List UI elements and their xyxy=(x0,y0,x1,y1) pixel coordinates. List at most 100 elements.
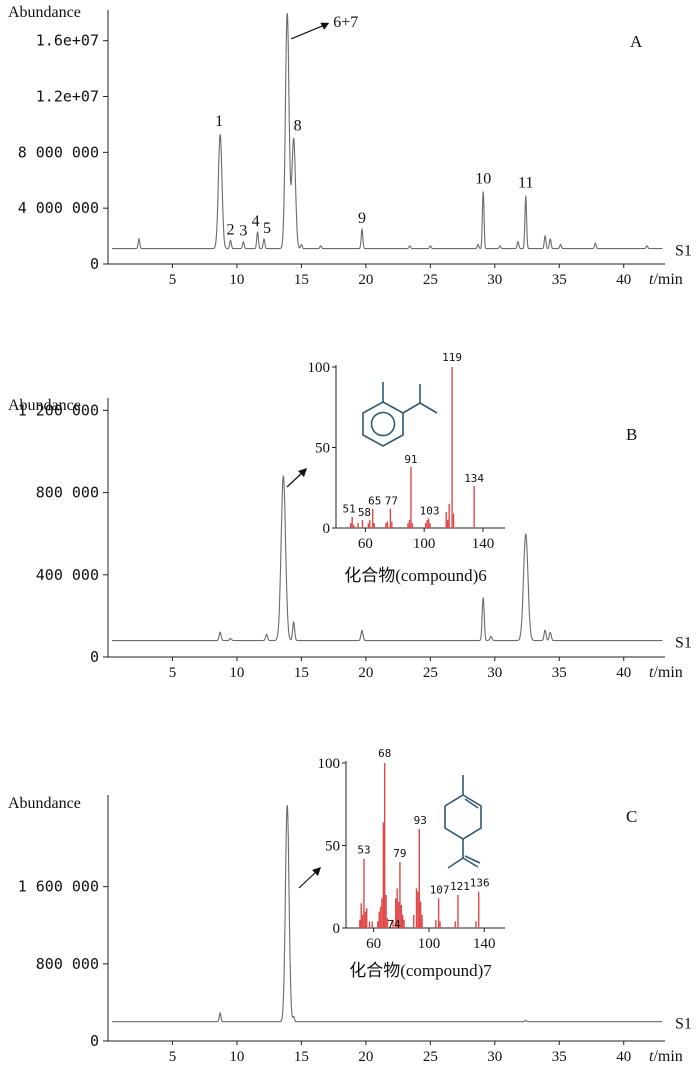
panel-label: B xyxy=(626,425,637,444)
ms-y-tick-label: 100 xyxy=(318,756,341,772)
ms-peak-label: 134 xyxy=(464,472,484,485)
x-tick-label: 20 xyxy=(358,665,373,681)
series-label: S1 xyxy=(675,635,692,652)
y-axis-label: Abundance xyxy=(8,4,81,21)
x-axis-label: t/min xyxy=(649,271,683,288)
ms-peak-label: 119 xyxy=(442,351,462,364)
peak-label: 1 xyxy=(215,113,223,130)
ms-x-tick-label: 140 xyxy=(473,936,496,952)
chromatogram-trace xyxy=(111,805,663,1023)
x-tick-label: 20 xyxy=(358,1049,373,1065)
x-tick-label: 25 xyxy=(423,1049,438,1065)
ms-y-tick-label: 50 xyxy=(325,839,340,855)
y-tick-label: 0 xyxy=(90,648,99,666)
y-tick-label: 8 000 000 xyxy=(18,143,99,161)
inset-arrowhead xyxy=(298,468,307,477)
x-tick-label: 35 xyxy=(552,1049,567,1065)
x-tick-label: 25 xyxy=(423,665,438,681)
ms-peak-label: 65 xyxy=(368,495,381,508)
x-tick-label: 20 xyxy=(358,272,373,288)
peak-label: 9 xyxy=(358,210,366,227)
ms-x-tick-label: 100 xyxy=(418,936,441,952)
x-axis-label: t/min xyxy=(649,664,683,681)
series-label: S1 xyxy=(675,1016,692,1033)
ms-peak-label: 136 xyxy=(470,877,490,890)
annotation-label: 6+7 xyxy=(333,14,358,31)
ms-peak-label: 91 xyxy=(404,453,417,466)
x-tick-label: 5 xyxy=(169,665,177,681)
ms-y-tick-label: 100 xyxy=(308,360,331,376)
ms-peak-label: 51 xyxy=(343,503,356,516)
x-tick-label: 5 xyxy=(169,272,177,288)
ms-title: 化合物(compound)7 xyxy=(349,961,492,980)
y-axis-label: Abundance xyxy=(8,795,81,812)
mass-spectrum-compound-7: 0 50 100 60 100 140 53 68 74 79 93 107 121 136 化合物(com… xyxy=(318,747,505,980)
peak-label: 4 xyxy=(252,213,260,230)
ms-peak-label: 74 xyxy=(387,918,401,931)
x-tick-label: 5 xyxy=(169,1049,177,1065)
ms-peak-label: 93 xyxy=(414,814,427,827)
x-tick-label: 15 xyxy=(294,272,309,288)
ms-peak-label: 79 xyxy=(393,847,406,860)
ms-y-tick-label: 0 xyxy=(333,921,341,937)
x-tick-label: 15 xyxy=(294,665,309,681)
x-tick-label: 30 xyxy=(487,272,502,288)
y-tick-label: 800 000 xyxy=(36,484,99,502)
x-tick-label: 35 xyxy=(552,272,567,288)
ms-x-tick-label: 60 xyxy=(366,936,381,952)
y-tick-label: 800 000 xyxy=(36,955,99,973)
inset-arrow xyxy=(298,870,318,889)
structure-compound-6-icon xyxy=(362,382,438,447)
y-axis-label: Abundance xyxy=(8,397,81,414)
x-tick-label: 25 xyxy=(423,272,438,288)
x-tick-label: 30 xyxy=(487,1049,502,1065)
ms-peak-label: 58 xyxy=(358,506,371,519)
y-tick-label: 1 600 000 xyxy=(18,878,99,896)
series-label: S1 xyxy=(675,243,692,260)
y-tick-label: 1.6e+07 xyxy=(36,32,99,50)
panel-label: C xyxy=(626,807,637,826)
y-tick-label: 1.2e+07 xyxy=(36,88,99,106)
x-tick-label: 40 xyxy=(616,1049,631,1065)
inset-arrowhead xyxy=(312,867,321,876)
peak-label: 2 xyxy=(226,221,234,238)
peak-label: 8 xyxy=(294,117,302,134)
annotation-arrow xyxy=(290,24,326,40)
y-tick-label: 0 xyxy=(90,1032,99,1050)
x-tick-label: 40 xyxy=(616,272,631,288)
ms-x-tick-label: 100 xyxy=(413,536,436,552)
chromatogram-panel-c: 0 800 000 1 600 000 5 10 15 20 25 30 35 40 Abundanc… xyxy=(8,795,692,1065)
ms-x-tick-label: 60 xyxy=(358,536,373,552)
ms-title: 化合物(compound)6 xyxy=(344,566,487,585)
ms-peak-label: 107 xyxy=(430,883,450,896)
structure-compound-7-icon xyxy=(444,775,482,869)
y-tick-label: 400 000 xyxy=(36,566,99,584)
x-axis-label: t/min xyxy=(649,1048,683,1065)
y-tick-label: 4 000 000 xyxy=(18,199,99,217)
ms-y-tick-label: 0 xyxy=(323,521,331,537)
x-tick-label: 10 xyxy=(229,665,244,681)
ms-peak-label: 121 xyxy=(450,880,470,893)
ms-y-tick-label: 50 xyxy=(315,441,330,457)
ms-peak-label: 103 xyxy=(420,504,440,517)
y-tick-label: 1 200 000 xyxy=(18,401,99,419)
x-tick-label: 40 xyxy=(616,665,631,681)
inset-arrow xyxy=(286,471,304,488)
annotation-arrowhead xyxy=(320,22,330,30)
x-tick-label: 10 xyxy=(229,272,244,288)
x-tick-label: 35 xyxy=(552,665,567,681)
x-tick-label: 30 xyxy=(487,665,502,681)
chromatogram-trace xyxy=(111,474,663,642)
panel-label: A xyxy=(630,32,643,51)
peak-label: 3 xyxy=(239,223,247,240)
peak-label: 11 xyxy=(518,175,533,192)
ms-peak-label: 53 xyxy=(357,844,370,857)
peak-label: 5 xyxy=(263,220,271,237)
x-tick-label: 10 xyxy=(229,1049,244,1065)
peak-label: 10 xyxy=(475,170,491,187)
y-tick-label: 0 xyxy=(90,255,99,273)
